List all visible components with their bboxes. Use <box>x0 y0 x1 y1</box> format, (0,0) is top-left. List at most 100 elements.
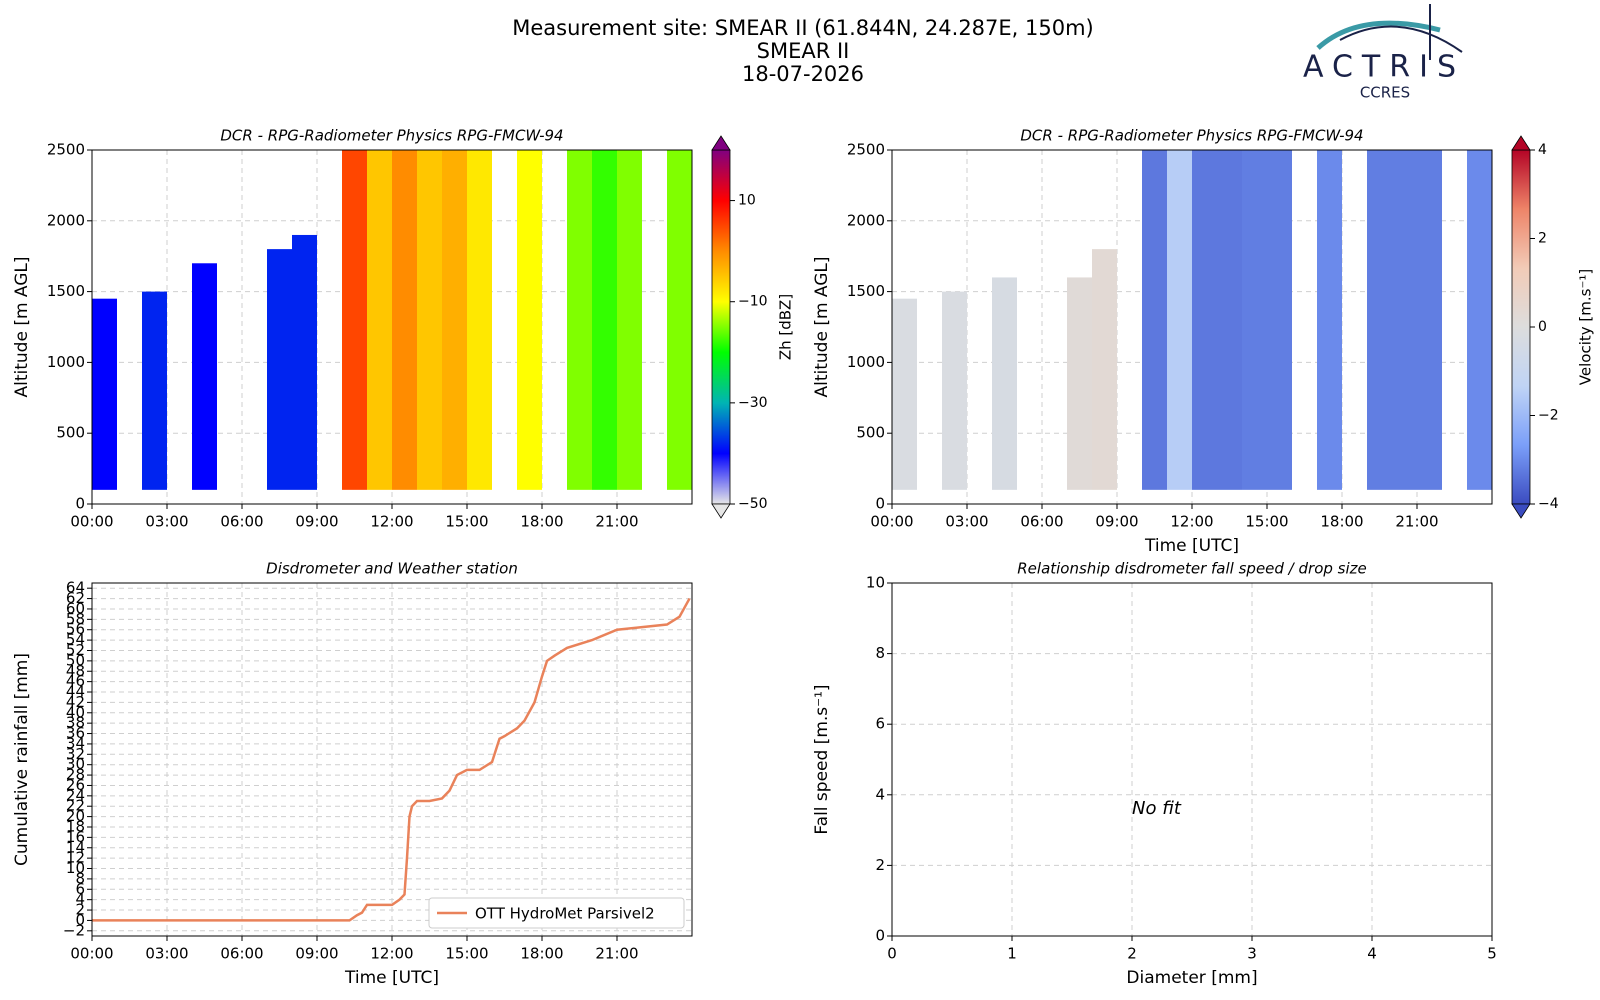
echo-column <box>1467 150 1492 490</box>
site-title: Measurement site: SMEAR II (61.844N, 24.… <box>512 16 1094 40</box>
y-tick-label: 56 <box>66 620 85 638</box>
y-tick-label: 8 <box>75 869 85 887</box>
logo-subtitle: CCRES <box>1360 84 1410 102</box>
echo-column <box>942 291 967 490</box>
y-tick-label: 0 <box>875 927 885 945</box>
chart-title: DCR - RPG-Radiometer Physics RPG-FMCW-94 <box>1020 127 1363 145</box>
colorbar-tick-label: −2 <box>1538 408 1559 424</box>
echo-column <box>1417 150 1442 490</box>
colorbar-label: Zh [dBZ] <box>777 294 795 360</box>
y-tick-label: 40 <box>66 703 85 721</box>
y-tick-label: 18 <box>66 817 85 835</box>
plot-area <box>892 583 1492 936</box>
x-tick-label: 00:00 <box>70 513 113 531</box>
y-tick-label: 2 <box>75 901 85 919</box>
y-tick-label: 62 <box>66 589 85 607</box>
y-tick-label: 22 <box>66 797 85 815</box>
echo-column <box>1267 150 1292 490</box>
y-tick-label: 46 <box>66 672 85 690</box>
x-tick-label: 00:00 <box>870 513 913 531</box>
data-line <box>92 597 691 922</box>
colorbar-extend <box>711 135 731 151</box>
x-tick-label: 21:00 <box>595 945 638 963</box>
x-tick-label: 0 <box>887 945 897 963</box>
echo-column <box>267 249 292 490</box>
y-tick-label: 50 <box>66 651 85 669</box>
legend-label: OTT HydroMet Parsivel2 <box>475 905 655 923</box>
chart-title: DCR - RPG-Radiometer Physics RPG-FMCW-94 <box>220 127 563 145</box>
y-axis-label: Fall speed [m.s⁻¹] <box>812 684 832 834</box>
panel: −4 −2 0 2 4 Velocity [m.s⁻¹] 00:00 03:00 06:00 09… <box>812 127 1595 557</box>
x-tick-label: 15:00 <box>445 513 488 531</box>
echo-column <box>192 263 217 490</box>
y-tick-label: 28 <box>66 766 85 784</box>
y-tick-label: 36 <box>66 724 85 742</box>
x-tick-label: 00:00 <box>70 945 113 963</box>
echo-column <box>1367 150 1392 490</box>
y-tick-label: 32 <box>66 745 85 763</box>
x-tick-label: 12:00 <box>370 945 413 963</box>
marks <box>892 150 1492 490</box>
y-axis-label: Altitude [m AGL] <box>12 256 32 397</box>
x-tick-label: 06:00 <box>1020 513 1063 531</box>
echo-column <box>1317 150 1342 490</box>
y-tick-label: 4 <box>75 890 85 908</box>
y-tick-label: 6 <box>875 715 885 733</box>
echo-column <box>292 234 317 490</box>
y-tick-label: 58 <box>66 610 85 628</box>
y-tick-label: 0 <box>875 495 885 513</box>
marks <box>92 150 692 490</box>
x-tick-label: 15:00 <box>445 945 488 963</box>
y-tick-label: 2000 <box>847 211 885 229</box>
y-tick-label: 1000 <box>47 353 85 371</box>
logo: ACTRIS CCRES <box>1303 4 1463 102</box>
x-tick-label: 4 <box>1367 945 1377 963</box>
y-tick-label: 1000 <box>847 353 885 371</box>
echo-column <box>617 150 642 490</box>
x-tick-label: 06:00 <box>220 513 263 531</box>
x-tick-label: 5 <box>1487 945 1497 963</box>
date: 18-07-2026 <box>742 62 864 86</box>
x-axis-label: Time [UTC] <box>1144 536 1239 556</box>
y-tick-label: 12 <box>66 849 85 867</box>
echo-column <box>592 150 617 490</box>
echo-column <box>1392 150 1417 490</box>
colorbar-tick-label: 10 <box>738 193 756 209</box>
x-tick-label: 18:00 <box>1320 513 1363 531</box>
legend-box <box>428 897 685 929</box>
y-tick-label: 10 <box>66 859 85 877</box>
marks <box>92 597 691 922</box>
echo-column <box>417 150 442 490</box>
y-tick-label: 500 <box>856 424 885 442</box>
y-tick-label: 60 <box>66 599 85 617</box>
y-tick-label: 44 <box>66 683 85 701</box>
site-name: SMEAR II <box>757 39 850 63</box>
y-axis-label: Cumulative rainfall [mm] <box>12 653 32 866</box>
colorbar <box>1511 149 1531 505</box>
x-tick-label: 09:00 <box>1095 513 1138 531</box>
y-tick-label: 26 <box>66 776 85 794</box>
x-tick-label: 2 <box>1127 945 1137 963</box>
panel: OTT HydroMet Parsivel2 00:00 03:00 06:00 09:… <box>12 560 693 988</box>
colorbar <box>711 149 731 505</box>
echo-column <box>1092 249 1117 490</box>
y-tick-label: 0 <box>75 495 85 513</box>
y-tick-label: 2500 <box>47 141 85 159</box>
colorbar-tick-label: −50 <box>738 496 768 512</box>
panel: No fit 0 1 2 3 4 5 0 2 4 6 8 10 Relationship disdrome… <box>812 560 1497 989</box>
echo-column <box>892 298 917 490</box>
echo-column <box>92 298 117 490</box>
x-tick-label: 18:00 <box>520 945 563 963</box>
echo-column <box>1167 150 1192 490</box>
echo-column <box>1067 277 1092 490</box>
colorbar-extend <box>711 503 731 519</box>
colorbar-tick-label: 0 <box>1538 319 1547 335</box>
colorbar-tick-label: −4 <box>1538 496 1559 512</box>
echo-column <box>342 150 367 490</box>
x-tick-label: 06:00 <box>220 945 263 963</box>
y-tick-label: 64 <box>66 579 85 597</box>
x-tick-label: 15:00 <box>1245 513 1288 531</box>
y-tick-label: 48 <box>66 662 85 680</box>
x-tick-label: 21:00 <box>1395 513 1438 531</box>
